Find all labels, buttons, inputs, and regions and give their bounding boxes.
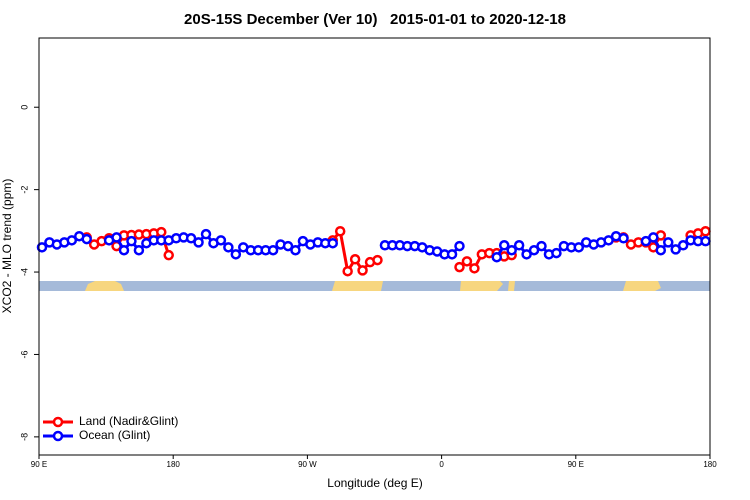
data-point [215, 235, 227, 246]
data-point [81, 233, 92, 245]
data-point [446, 249, 458, 260]
x-tick-label: 180 [167, 460, 181, 469]
data-point [461, 256, 473, 267]
data-point [603, 235, 614, 246]
x-tick-label: 0 [439, 460, 444, 469]
legend: Land (Nadir&Glint)Ocean (Glint) [43, 414, 178, 442]
data-point [648, 232, 659, 243]
y-tick-label: 0 [19, 105, 29, 110]
data-point [357, 265, 368, 276]
data-point [551, 247, 562, 259]
data-point [349, 254, 361, 265]
data-point [36, 242, 48, 253]
data-point [267, 244, 279, 256]
data-point [327, 237, 338, 249]
data-point [469, 263, 480, 274]
data-point [118, 244, 130, 256]
data-point [126, 235, 137, 247]
map-strip [39, 281, 710, 291]
data-point [193, 237, 204, 248]
data-point [111, 232, 122, 243]
data-point [185, 233, 197, 244]
y-axis-title: XCO2 - MLO trend (ppm) [0, 179, 14, 314]
y-tick-label: -8 [19, 433, 29, 441]
x-axis-title: Longitude (deg E) [327, 476, 422, 490]
land-strip [508, 281, 515, 291]
data-point [491, 251, 503, 263]
legend-marker [52, 416, 64, 428]
data-point [573, 242, 585, 253]
land-strip [332, 281, 383, 291]
plot-frame [38, 37, 711, 456]
data-point [342, 265, 353, 277]
y-tick-label: -4 [19, 268, 29, 276]
data-point [677, 240, 689, 251]
data-point [513, 240, 525, 251]
data-point [536, 240, 547, 252]
data-point [66, 235, 78, 246]
legend-marker [52, 430, 64, 442]
data-point [700, 235, 711, 247]
data-point [156, 226, 167, 238]
data-point [454, 261, 465, 273]
legend-label: Land (Nadir&Glint) [79, 414, 178, 428]
land-strip [460, 281, 503, 291]
x-tick-label: 90 W [298, 460, 317, 469]
data-point [700, 226, 711, 237]
data-point [223, 242, 234, 253]
y-tick-label: -6 [19, 350, 29, 358]
data-point [655, 244, 667, 256]
data-point [662, 237, 674, 248]
data-point [200, 228, 212, 240]
data-point [498, 240, 510, 251]
data-point [133, 244, 145, 256]
x-tick-label: 180 [703, 460, 717, 469]
data-point [454, 240, 465, 252]
data-point [528, 244, 540, 256]
data-point [670, 244, 681, 255]
data-point [618, 233, 629, 244]
chart-title: 20S-15S December (Ver 10) 2015-01-01 to … [184, 11, 566, 28]
data-point [372, 254, 383, 266]
x-tick-label: 90 E [568, 460, 584, 469]
x-tick-label: 90 E [31, 460, 47, 469]
legend-label: Ocean (Glint) [79, 428, 150, 442]
data-point [230, 249, 242, 260]
land-strip [85, 281, 124, 291]
data-point [290, 244, 301, 256]
y-tick-label: -2 [19, 186, 29, 194]
data-point [521, 249, 532, 260]
data-point [282, 240, 294, 252]
data-point [334, 226, 346, 237]
data-point [506, 244, 517, 256]
data-point [163, 249, 174, 261]
land-strip [623, 281, 661, 291]
